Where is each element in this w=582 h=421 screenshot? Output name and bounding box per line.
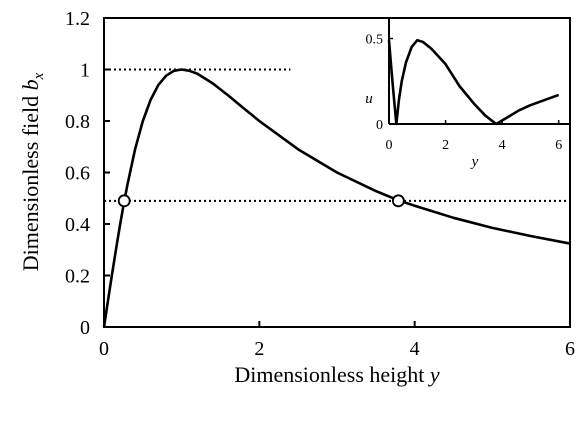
y-axis-label-prefix: Dimensionless field — [18, 96, 43, 271]
y-tick-label: 0.2 — [65, 266, 90, 288]
x-axis-label-var: y — [428, 362, 440, 387]
inset-series — [387, 38, 560, 126]
x-tick-label: 0 — [99, 338, 109, 360]
y-tick-label: 0 — [80, 317, 90, 339]
inset-x-tick-label: 0 — [386, 138, 393, 153]
reference-lines — [104, 68, 570, 202]
y-tick-labels: 0 0.2 0.4 0.6 0.8 1 1.2 — [65, 8, 110, 339]
x-axis-label-prefix: Dimensionless height — [234, 362, 424, 387]
y-axis-label-sub: x — [31, 72, 47, 80]
inset-y-tick-label: 0 — [376, 118, 383, 133]
inset-background — [389, 19, 569, 124]
y-tick-label: 0.6 — [65, 163, 90, 185]
y-axis-label: Dimensionless field bx — [18, 72, 47, 271]
inset-x-tick-label: 4 — [499, 138, 506, 153]
inset-x-tick-label: 6 — [555, 138, 562, 153]
y-tick-label: 1.2 — [65, 8, 90, 30]
inset-curve — [387, 38, 560, 126]
inset-y-axis-label: u — [365, 91, 373, 107]
y-axis-label-var: b — [18, 79, 43, 90]
intersection-marker — [117, 194, 131, 208]
inset-chart: 0 0.5 0 2 4 6 u y — [365, 18, 570, 170]
x-tick-label: 2 — [254, 338, 264, 360]
x-tick-label: 4 — [410, 338, 420, 360]
x-tick-label: 6 — [565, 338, 575, 360]
markers — [117, 194, 405, 208]
inset-y-tick-label: 0.5 — [366, 33, 384, 48]
y-tick-label: 0.8 — [65, 111, 90, 133]
inset-x-tick-label: 2 — [442, 138, 449, 153]
y-tick-label: 1 — [80, 60, 90, 82]
x-axis-label: Dimensionless height y — [234, 362, 440, 387]
intersection-marker — [391, 194, 405, 208]
inset-x-axis-label: y — [470, 154, 479, 170]
y-tick-label: 0.4 — [65, 214, 90, 236]
